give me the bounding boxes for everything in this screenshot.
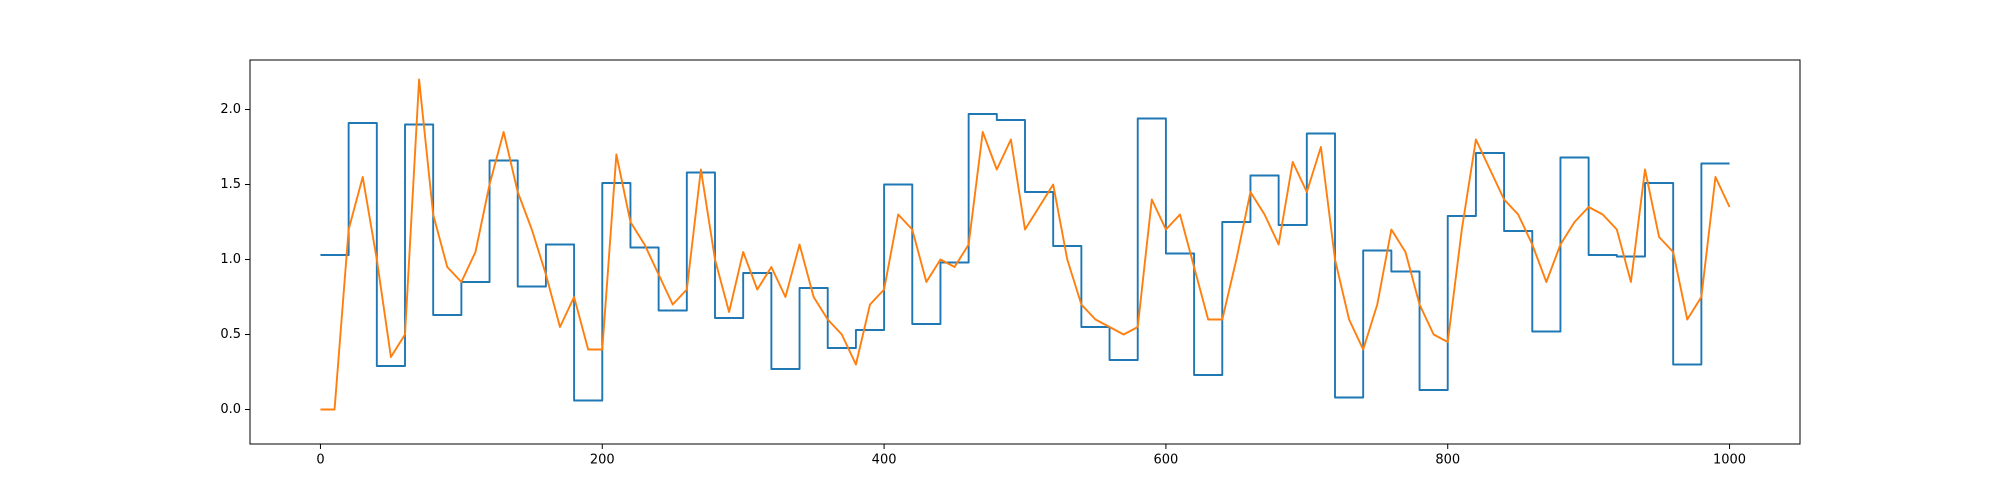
x-tick-label: 800 xyxy=(1435,453,1460,468)
x-tick-label: 200 xyxy=(590,453,615,468)
y-tick-label: 0.5 xyxy=(220,327,241,342)
y-tick-label: 1.5 xyxy=(220,177,241,192)
x-tick-label: 0 xyxy=(316,453,324,468)
data-line xyxy=(320,78,1731,411)
x-tick-label: 600 xyxy=(1153,453,1178,468)
y-tick-label: 1.0 xyxy=(220,252,241,267)
plot-frame xyxy=(249,59,1801,445)
y-tick-label: 0.0 xyxy=(220,402,241,417)
x-tick-label: 1000 xyxy=(1713,453,1746,468)
data-line xyxy=(320,113,1730,402)
x-tick-label: 400 xyxy=(872,453,897,468)
y-tick-label: 2.0 xyxy=(220,102,241,117)
